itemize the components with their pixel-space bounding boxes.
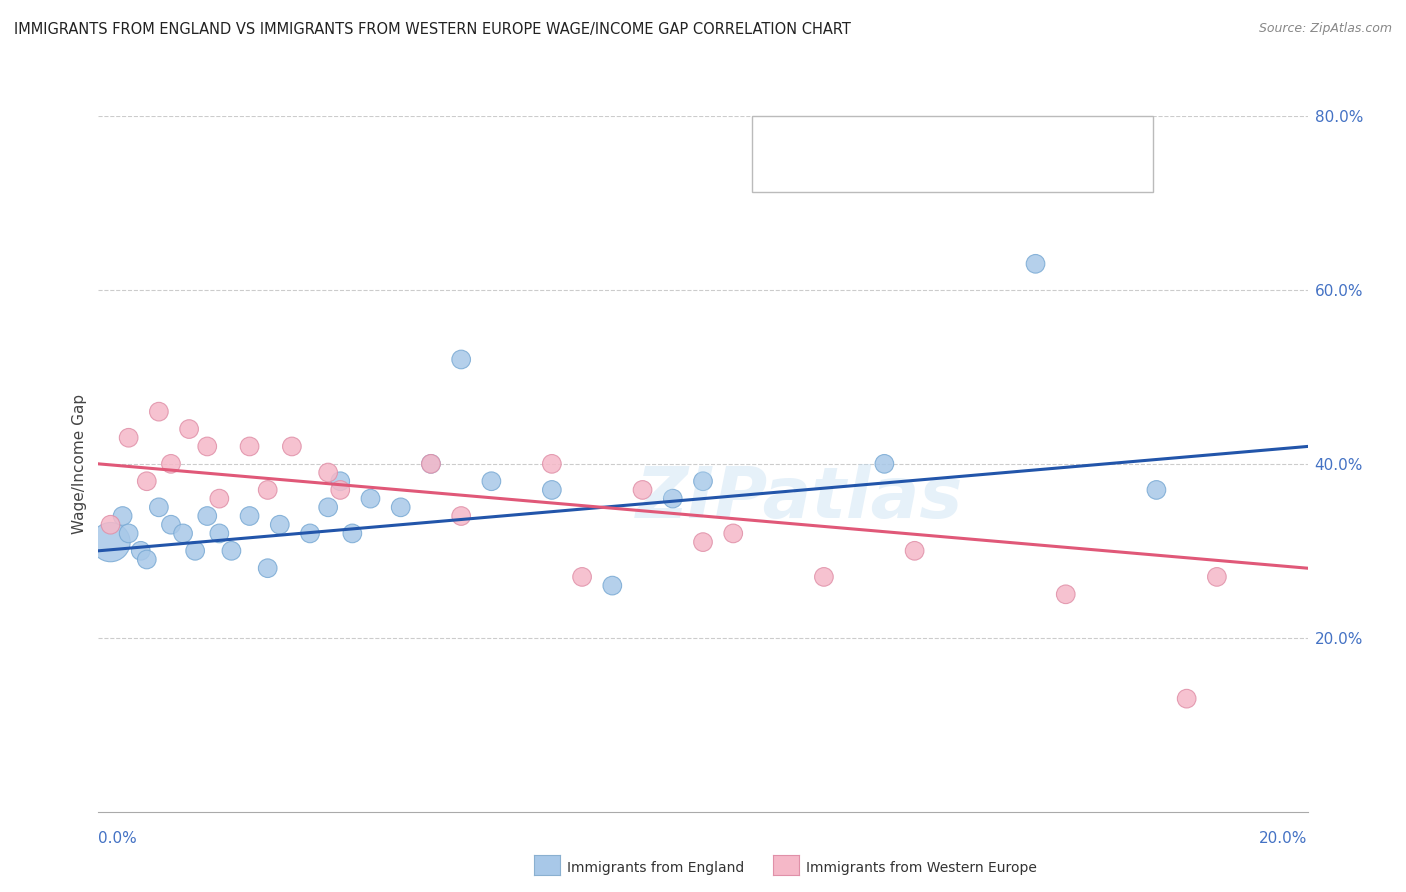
Point — [100, 535, 122, 549]
Point — [360, 491, 382, 506]
Point — [208, 491, 231, 506]
Point — [160, 517, 183, 532]
Text: R =  0.167   N =  31: R = 0.167 N = 31 — [803, 131, 986, 145]
Point — [239, 439, 262, 453]
Point — [221, 543, 243, 558]
Text: 20.0%: 20.0% — [1260, 831, 1308, 846]
Point — [540, 483, 562, 497]
Point — [281, 439, 304, 453]
Point — [195, 439, 218, 453]
Point — [148, 404, 170, 418]
Point — [420, 457, 443, 471]
Text: Immigrants from England: Immigrants from England — [567, 861, 744, 875]
Text: Immigrants from Western Europe: Immigrants from Western Europe — [806, 861, 1036, 875]
Point — [450, 508, 472, 523]
Point — [481, 474, 503, 488]
Point — [904, 543, 927, 558]
Point — [316, 500, 339, 515]
Point — [1024, 257, 1046, 271]
Point — [602, 578, 624, 592]
Point — [661, 491, 683, 506]
Point — [118, 431, 141, 445]
Point — [813, 570, 835, 584]
Point — [299, 526, 322, 541]
Point — [723, 526, 745, 541]
Point — [118, 526, 141, 541]
Point — [100, 517, 122, 532]
Point — [450, 352, 472, 367]
Point — [571, 570, 593, 584]
Text: IMMIGRANTS FROM ENGLAND VS IMMIGRANTS FROM WESTERN EUROPE WAGE/INCOME GAP CORREL: IMMIGRANTS FROM ENGLAND VS IMMIGRANTS FR… — [14, 22, 851, 37]
Point — [1175, 691, 1198, 706]
Point — [329, 474, 352, 488]
Point — [184, 543, 207, 558]
Point — [172, 526, 194, 541]
Point — [256, 483, 278, 497]
Point — [129, 543, 152, 558]
Point — [316, 466, 339, 480]
Point — [135, 552, 157, 566]
Point — [135, 474, 157, 488]
Point — [269, 517, 291, 532]
Point — [1206, 570, 1229, 584]
Text: R = -0.349   N =  25: R = -0.349 N = 25 — [803, 163, 986, 178]
Point — [256, 561, 278, 575]
Point — [208, 526, 231, 541]
Point — [631, 483, 654, 497]
Y-axis label: Wage/Income Gap: Wage/Income Gap — [72, 393, 87, 534]
Point — [1144, 483, 1167, 497]
Point — [111, 508, 134, 523]
Point — [873, 457, 896, 471]
Point — [389, 500, 412, 515]
Point — [342, 526, 364, 541]
Point — [239, 508, 262, 523]
Point — [692, 474, 714, 488]
Text: Source: ZipAtlas.com: Source: ZipAtlas.com — [1258, 22, 1392, 36]
Point — [540, 457, 562, 471]
Point — [148, 500, 170, 515]
Point — [329, 483, 352, 497]
Point — [1054, 587, 1077, 601]
Text: 0.0%: 0.0% — [98, 831, 138, 846]
Point — [195, 508, 218, 523]
Point — [179, 422, 201, 436]
Point — [420, 457, 443, 471]
Point — [160, 457, 183, 471]
Point — [692, 535, 714, 549]
Text: ZIPatlas: ZIPatlas — [636, 464, 963, 533]
